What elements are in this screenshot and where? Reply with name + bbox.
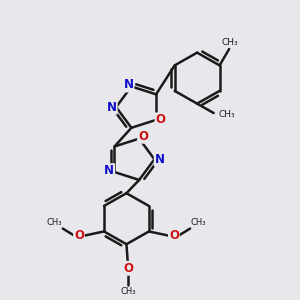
Text: CH₃: CH₃ [221, 38, 238, 47]
Text: O: O [123, 262, 133, 275]
Text: CH₃: CH₃ [46, 218, 62, 227]
Text: N: N [104, 164, 114, 177]
Text: CH₃: CH₃ [218, 110, 235, 119]
Text: O: O [138, 130, 148, 143]
Text: CH₃: CH₃ [191, 218, 206, 227]
Text: N: N [107, 100, 117, 114]
Text: CH₃: CH₃ [120, 287, 136, 296]
Text: O: O [74, 229, 84, 242]
Text: N: N [155, 153, 165, 166]
Text: O: O [155, 113, 166, 126]
Text: N: N [124, 79, 134, 92]
Text: O: O [169, 229, 179, 242]
